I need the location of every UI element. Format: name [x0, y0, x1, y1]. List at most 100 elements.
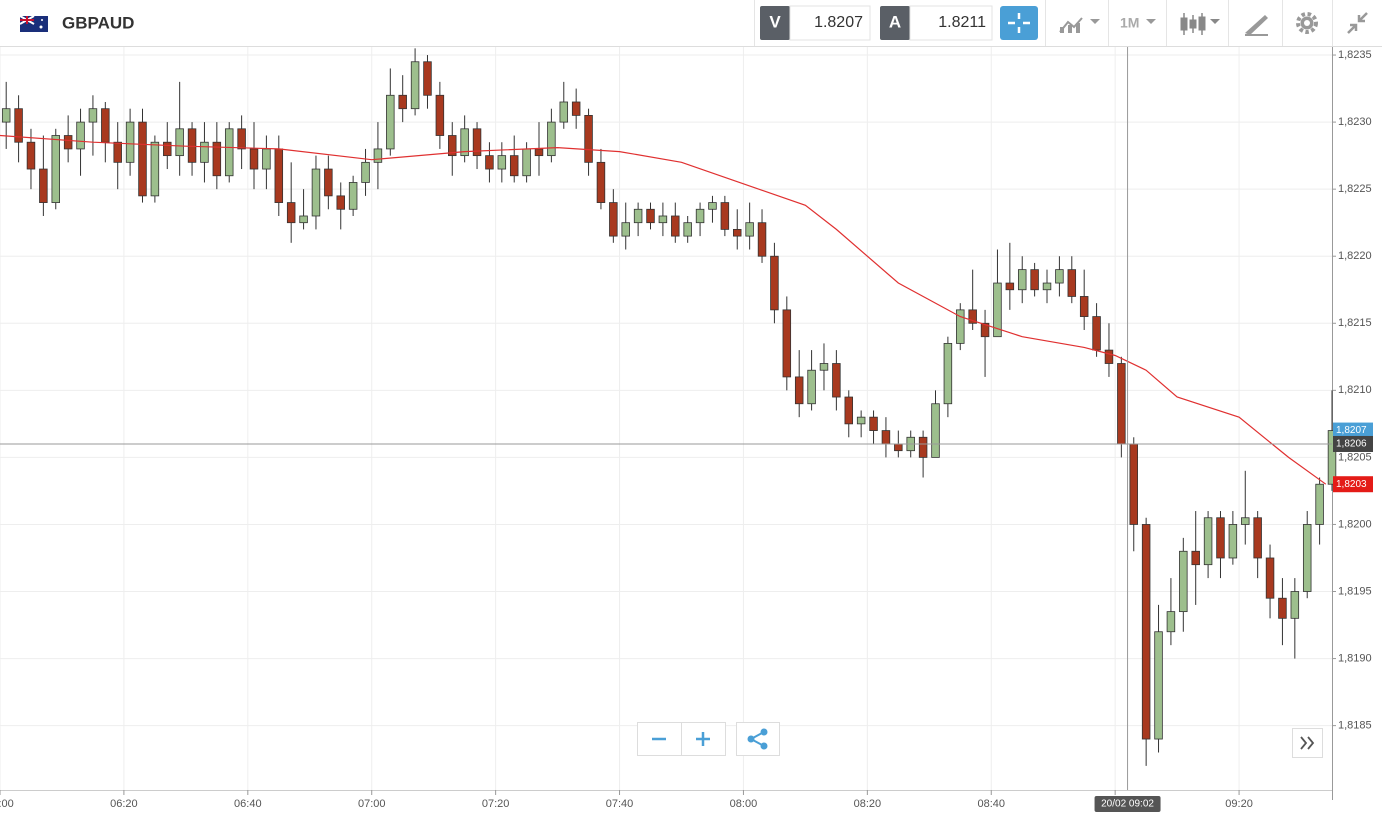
zoom-out-button[interactable]	[637, 722, 682, 756]
candle-body	[1216, 517, 1225, 559]
candle-body	[695, 208, 705, 224]
candle-body	[1117, 363, 1126, 445]
y-tick-label: 1,8190	[1338, 652, 1372, 664]
candle-body	[1104, 349, 1114, 364]
timeframe-label: 1M	[1120, 15, 1139, 31]
candle-body	[361, 161, 370, 183]
candle-body	[658, 215, 668, 224]
buy-label: A	[889, 12, 901, 31]
candle-body	[844, 396, 854, 425]
candle-body	[1166, 611, 1176, 633]
share-button[interactable]	[736, 722, 780, 756]
draw-tool-button[interactable]	[1245, 15, 1268, 36]
candle-body	[76, 121, 85, 150]
candle-body	[423, 61, 432, 96]
candle-body	[621, 222, 630, 237]
y-tick-label: 1,8215	[1338, 317, 1372, 329]
crosshair-time-label: 20/02 09:02	[1101, 799, 1154, 810]
candle-body	[782, 309, 792, 378]
y-tick-label: 1,8200	[1338, 518, 1372, 530]
candle-body	[980, 322, 990, 338]
scroll-to-end-button[interactable]	[1292, 728, 1323, 758]
zoom-in-button[interactable]	[681, 722, 726, 756]
candle-body	[956, 309, 965, 344]
x-tick-label: 08:40	[977, 798, 1005, 810]
price-marker	[1333, 476, 1373, 493]
candle-body	[14, 108, 23, 143]
candle-body	[336, 195, 345, 210]
candle-body	[522, 148, 531, 177]
candle-body	[237, 128, 246, 150]
candle-body	[1030, 269, 1039, 291]
candle-body	[398, 94, 407, 110]
chart-type-button[interactable]	[1059, 17, 1100, 33]
y-tick-label: 1,8230	[1338, 116, 1372, 128]
candle-body	[1092, 316, 1101, 351]
candle-body	[720, 202, 730, 230]
candle-body	[571, 101, 581, 116]
candle-body	[113, 141, 122, 163]
buy-price-box[interactable]	[909, 5, 993, 41]
candle-body	[1, 108, 11, 123]
candle-body	[1154, 631, 1163, 740]
buy-button[interactable]	[880, 6, 910, 40]
candle-body	[918, 436, 928, 458]
candle-body	[633, 208, 643, 224]
candle-body	[386, 94, 395, 150]
candle-body	[832, 363, 841, 398]
candle-body	[745, 222, 754, 237]
price-marker-label: 1,8207	[1336, 425, 1367, 436]
candle-body	[794, 376, 804, 405]
sell-price: 1.8207	[814, 14, 863, 31]
candle-body	[1129, 443, 1138, 525]
y-tick-label: 1,8220	[1338, 250, 1372, 262]
candle-body	[609, 202, 618, 237]
candle-body	[807, 369, 816, 405]
candle-body	[770, 255, 779, 311]
sell-button[interactable]	[760, 6, 790, 40]
crosshair-value-label: 1,8206	[1336, 439, 1367, 450]
timeframe-button[interactable]: 1M	[1120, 15, 1156, 31]
candle-body	[51, 135, 60, 203]
candle-body	[1017, 269, 1027, 291]
candle-body	[1278, 597, 1287, 619]
candle-body	[212, 141, 222, 177]
crosshair-button[interactable]	[1000, 6, 1038, 40]
x-tick-label: 07:20	[482, 798, 510, 810]
y-tick-label: 1,8210	[1338, 384, 1372, 396]
candle-body	[39, 168, 48, 203]
candle-body	[559, 101, 569, 123]
candle-body	[63, 135, 73, 150]
candle-style-button[interactable]	[1180, 13, 1220, 35]
candle-body	[819, 363, 829, 371]
candle-body	[1042, 282, 1052, 291]
candle-body	[187, 128, 197, 163]
candle-body	[88, 108, 98, 123]
candle-body	[708, 202, 717, 210]
moving-average-line	[0, 134, 1327, 485]
price-marker-label: 1,8203	[1336, 479, 1367, 490]
settings-button[interactable]	[1296, 12, 1318, 34]
candle-body	[1079, 296, 1089, 317]
candle-body	[881, 430, 891, 445]
symbol-name: GBPAUD	[62, 13, 134, 32]
y-tick-label: 1,8195	[1338, 585, 1372, 597]
candle-body	[1005, 282, 1015, 291]
candle-body	[224, 128, 234, 177]
x-tick-label: 08:20	[854, 798, 882, 810]
candle-body	[1055, 269, 1064, 284]
plot-area: 1,8185 1,8190 1,8195 1,8200 1,8205 1,8210 1,82…	[0, 47, 1373, 812]
candle-body	[1241, 517, 1250, 525]
candle-body	[1265, 557, 1275, 599]
candle-body	[125, 121, 135, 163]
candle-body	[163, 141, 172, 157]
candle-body	[150, 141, 160, 197]
candle-body	[894, 443, 903, 452]
candle-body	[299, 215, 308, 224]
candle-body	[1327, 430, 1337, 485]
candle-body	[1302, 524, 1312, 592]
collapse-button[interactable]	[1347, 12, 1368, 34]
sell-price-box[interactable]	[789, 5, 871, 41]
candle-body	[138, 121, 147, 197]
candle-body	[683, 222, 692, 237]
